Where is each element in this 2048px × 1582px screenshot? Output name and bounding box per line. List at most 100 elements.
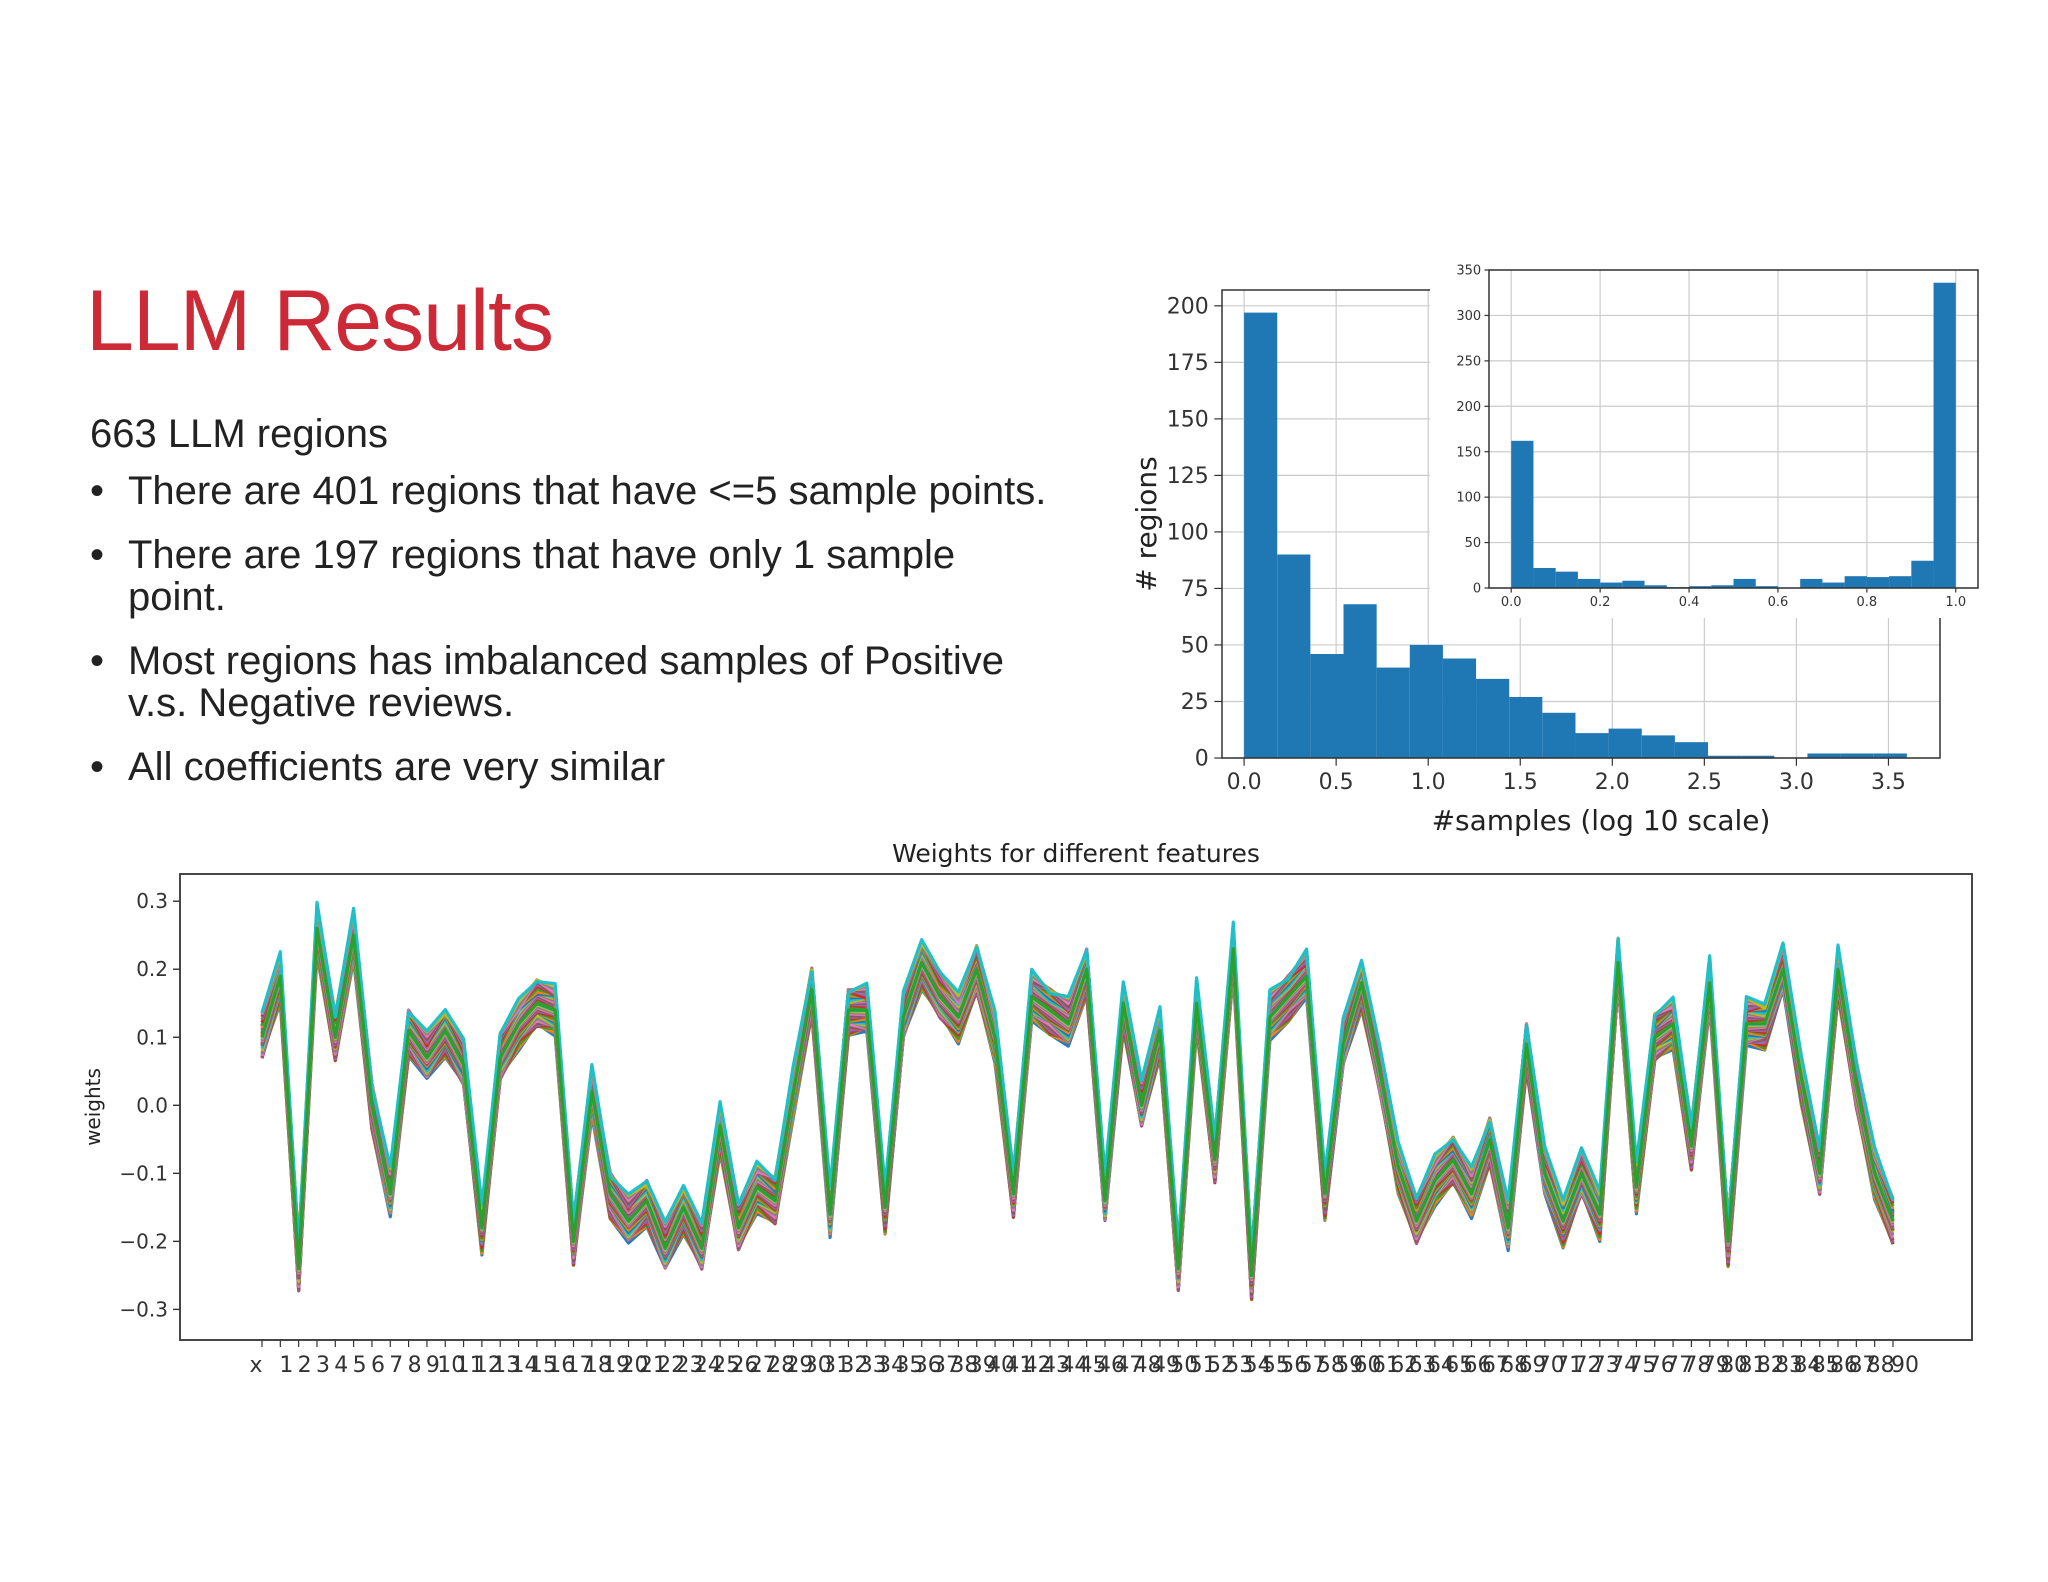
y-tick-label: 100 [1456,491,1481,506]
x-tick-label: 28 [767,1353,795,1378]
y-tick-label: −0.2 [119,1229,168,1253]
bullet-item: • Most regions has imbalanced samples of … [90,640,1120,724]
x-tick-label: 0.2 [1590,595,1611,610]
y-tick-label: 50 [1181,634,1209,659]
histogram-bar [1911,560,1934,588]
x-tick-label: 58 [1317,1353,1345,1378]
x-tick-label: 1.5 [1503,770,1538,795]
plot-area [1489,270,1978,588]
y-tick-label: −0.3 [119,1297,168,1321]
x-tick-label: 43 [1042,1353,1070,1378]
histogram-bar [1608,728,1642,758]
weights-axes-frame [179,873,1973,1341]
histogram-bar [1933,282,1956,588]
x-tick-label: 69 [1518,1353,1546,1378]
x-tick-label: 49 [1152,1353,1180,1378]
y-tick-label: 0 [1473,582,1481,597]
slide-title: LLM Results [86,273,554,369]
histogram-bar [1244,312,1278,758]
x-tick-label: 18 [584,1353,612,1378]
y-tick-label: −0.1 [119,1161,168,1185]
histogram-bar [1542,712,1576,758]
x-tick-label: 0.0 [1227,770,1262,795]
bullet-text: There are 197 regions that have only 1 s… [128,533,956,619]
x-tick-label: 31 [822,1353,850,1378]
x-tick-label: 11 [456,1353,484,1378]
histogram-bar [1641,735,1675,758]
histogram-bar [1575,733,1609,758]
histogram-bar [1310,654,1344,758]
y-tick-label: 0 [1195,747,1209,772]
x-tick-label: 30 [804,1353,832,1378]
x-tick-label: 38 [950,1353,978,1378]
histogram-bar [1577,578,1601,588]
x-tick-label: 81 [1738,1353,1766,1378]
y-tick-label: 250 [1456,354,1481,369]
intro-text: 663 LLM regions [90,412,388,456]
bullet-text: All coefficients are very similar [128,745,666,789]
x-tick-label: 33 [859,1353,887,1378]
x-tick-label: 37 [932,1353,960,1378]
histogram-bar [1866,577,1890,588]
x-tick-label: 78 [1683,1353,1711,1378]
x-tick-label: 77 [1665,1353,1693,1378]
y-tick-label: 125 [1167,464,1209,489]
x-tick-label: 63 [1409,1353,1437,1378]
x-tick-label: 45 [1079,1353,1107,1378]
x-tick-label: 80 [1720,1353,1748,1378]
bullet-list: • There are 401 regions that have <=5 sam… [90,470,1120,810]
x-tick-label: 50 [1170,1353,1198,1378]
x-tick-label: 17 [566,1353,594,1378]
x-tick-label: 16 [547,1353,575,1378]
histogram-bar [1476,678,1510,758]
x-tick-label: 21 [639,1353,667,1378]
x-tick-label: 66 [1464,1353,1492,1378]
y-tick-label: 50 [1465,536,1482,551]
bullet-dot-icon: • [90,469,105,513]
y-tick-label: 350 [1456,264,1481,279]
x-tick-label: 53 [1225,1353,1253,1378]
histogram-bar [1708,755,1742,758]
x-tick-label: 73 [1592,1353,1620,1378]
x-tick-label: 3.5 [1871,770,1906,795]
y-tick-label: 200 [1456,400,1481,415]
x-tick-label: 7 [389,1353,403,1378]
y-tick-label: 200 [1167,295,1209,320]
x-first-tick-label: x [249,1353,262,1378]
x-tick-label: 35 [895,1353,923,1378]
y-tick-label: 0.0 [136,1093,168,1117]
x-tick-label: 2 [298,1353,312,1378]
x-tick-label: 19 [602,1353,630,1378]
x-tick-label: 67 [1482,1353,1510,1378]
y-tick-label: 150 [1456,445,1481,460]
x-tick-label: 82 [1757,1353,1785,1378]
inset-histogram-chart: 0.0 0.2 0.4 0.6 0.8 1.0 0 50 100 150 200 250 300 350 [1456,263,1979,611]
y-tick-label: 150 [1167,408,1209,433]
bullet-dot-icon: • [90,639,105,683]
x-tick-label: 74 [1610,1353,1638,1378]
x-tick-label: 55 [1262,1353,1290,1378]
y-tick-label: 25 [1181,690,1209,715]
x-tick-label: 71 [1555,1353,1583,1378]
x-tick-label: 15 [529,1353,557,1378]
histogram-bar [1376,667,1410,758]
x-tick-label: 34 [877,1353,905,1378]
x-tick-label: 14 [511,1353,539,1378]
bullet-item: • There are 401 regions that have <=5 sam… [90,470,1120,512]
bullet-text: There are 401 regions that have <=5 samp… [128,469,1047,513]
bullet-text: Most regions has imbalanced samples of P… [128,639,1004,725]
histogram-bar [1689,586,1712,588]
x-tick-label: 84 [1793,1353,1821,1378]
x-tick-label: 51 [1189,1353,1217,1378]
x-tick-label: 0.0 [1501,595,1522,610]
x-tick-label: 20 [621,1353,649,1378]
x-tick-label: 61 [1372,1353,1400,1378]
histogram-bar [1840,753,1874,758]
bullet-item: • All coefficients are very similar [90,746,1120,788]
x-tick-label: 87 [1848,1353,1876,1378]
y-tick-label: 300 [1456,309,1481,324]
weight-series-line [260,900,1895,1259]
x-tick-label: 6 [371,1353,385,1378]
axes-frame [1488,269,1979,589]
weights-y-axis-label: weights [81,1068,105,1146]
